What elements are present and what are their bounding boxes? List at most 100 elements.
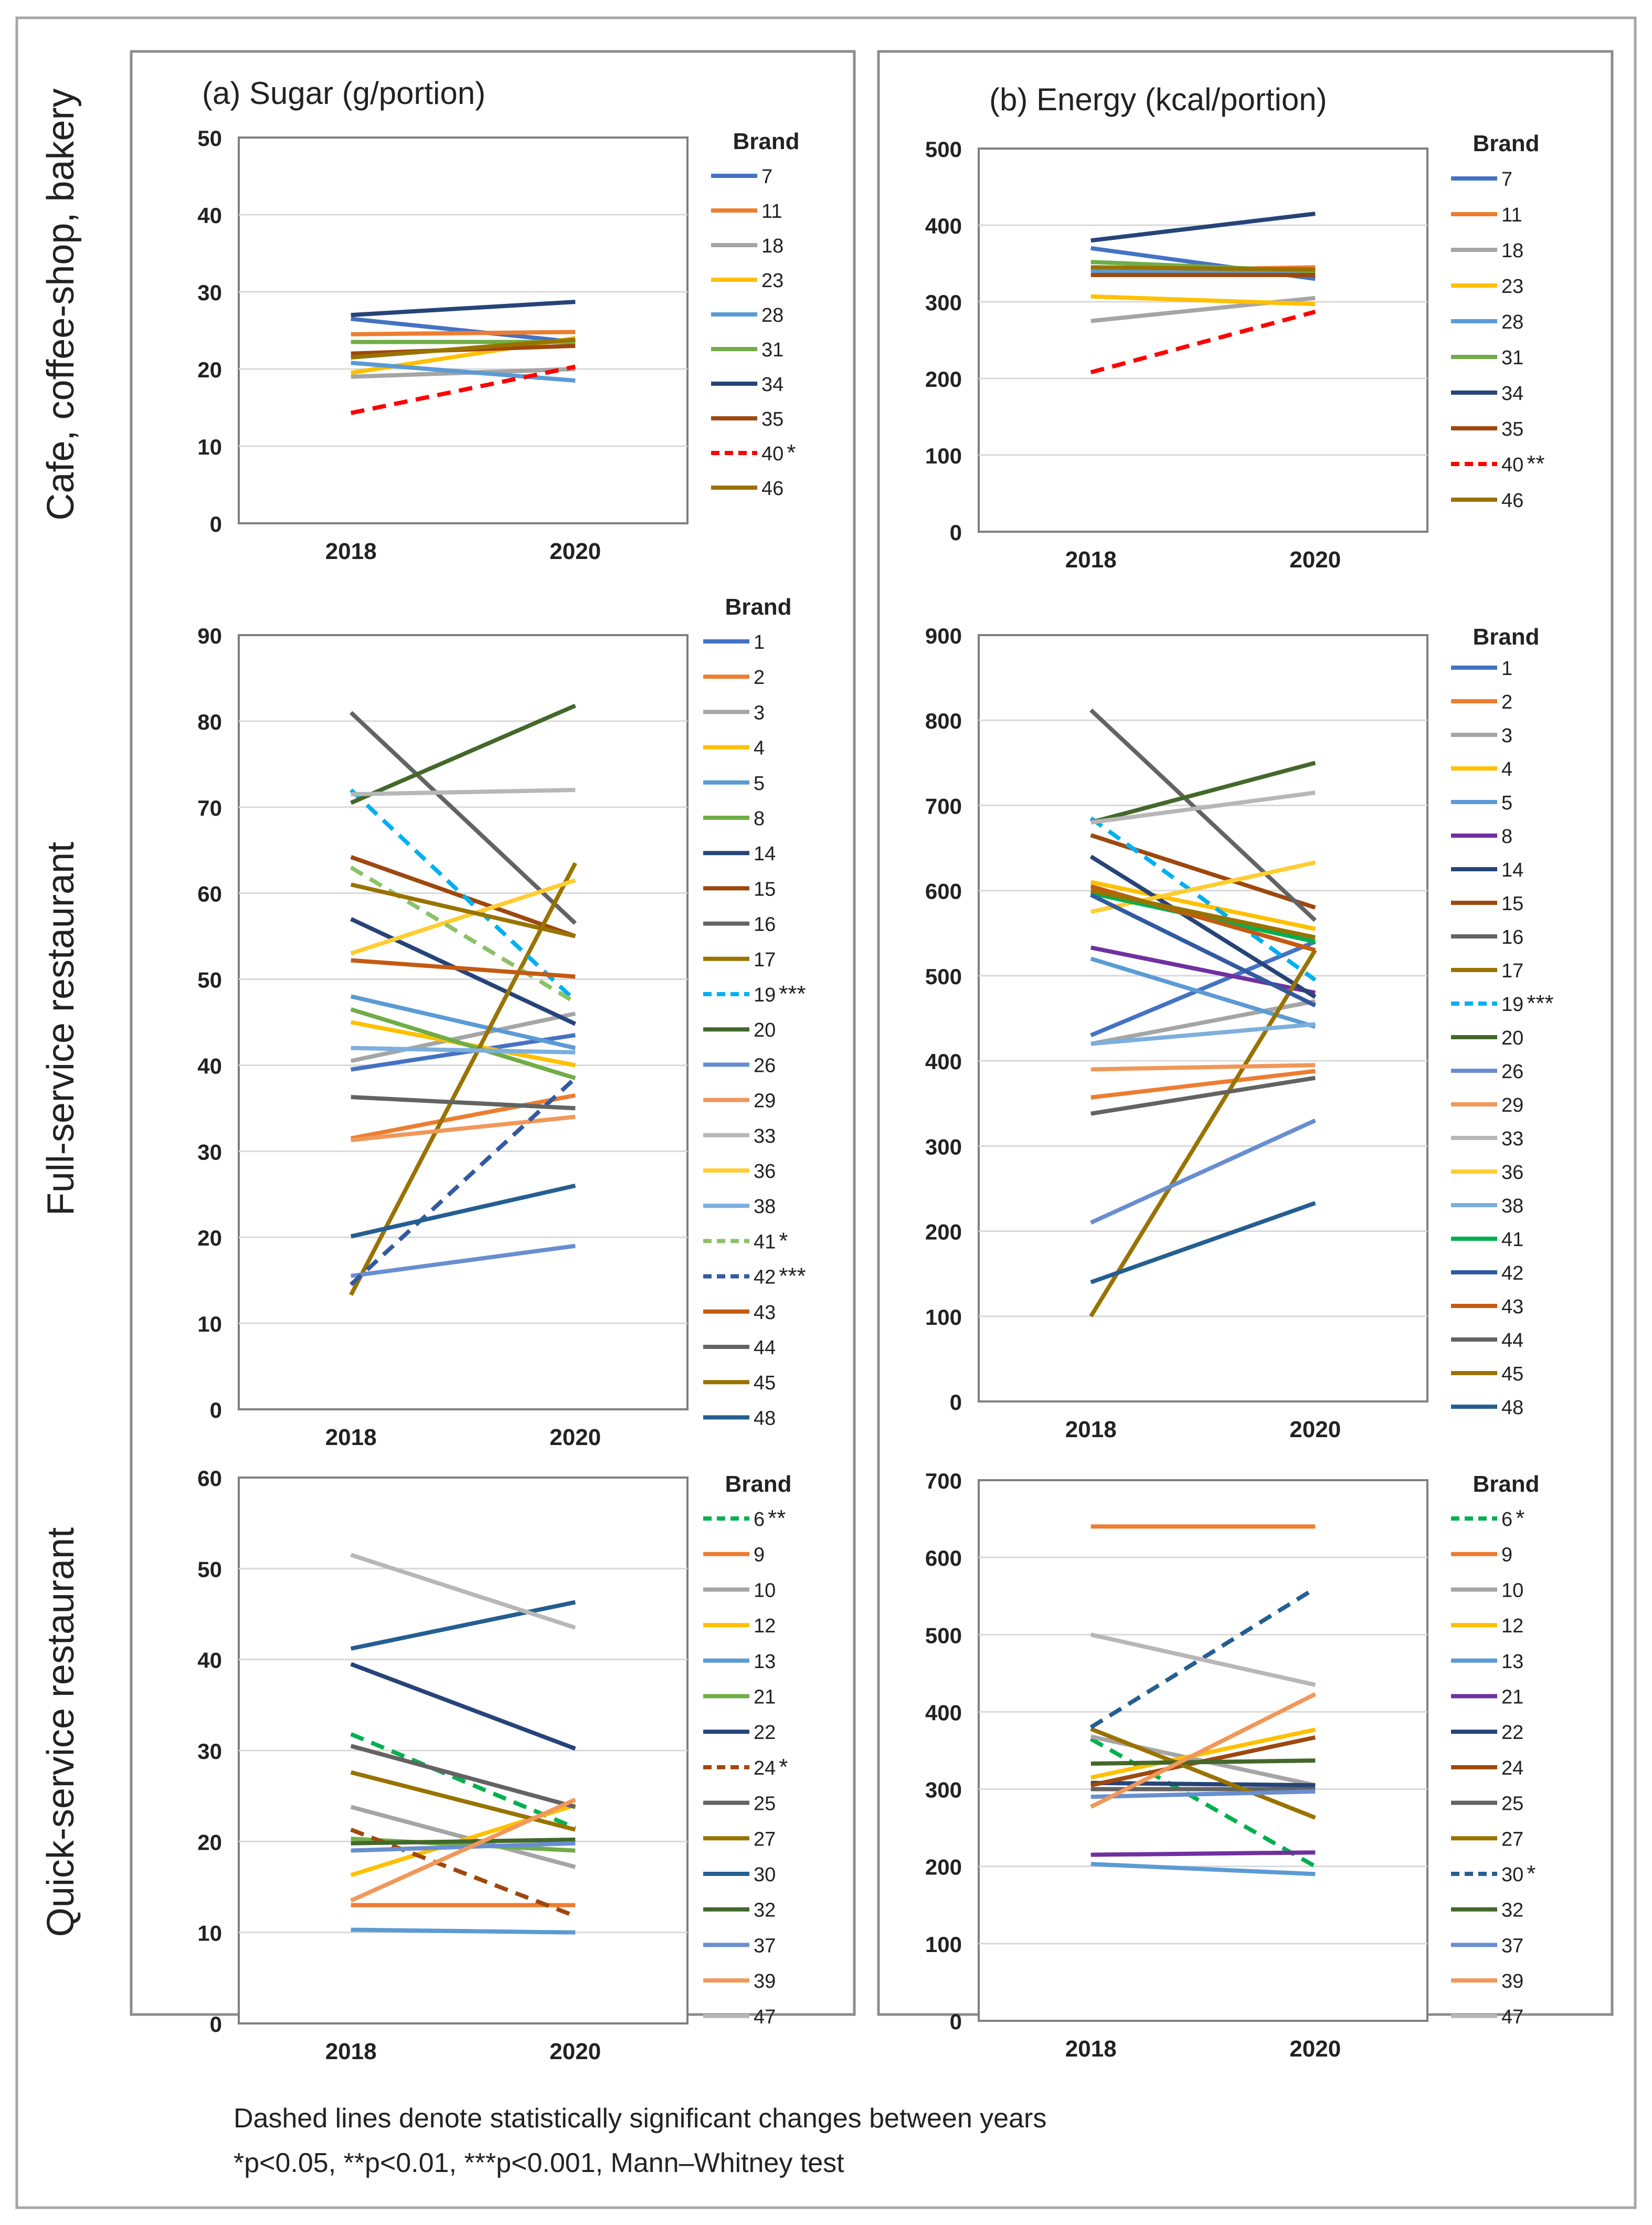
legend-label: 44 [1501, 1330, 1523, 1352]
series-line-brand-3 [350, 1011, 576, 1063]
series-line-brand-48 [350, 1183, 576, 1239]
y-tick-label: 0 [950, 520, 962, 545]
series-line-brand-25 [350, 1744, 576, 1809]
x-tick-label: 2018 [1065, 547, 1117, 573]
x-tick-label: 2018 [325, 1425, 377, 1450]
legend-label: 24 [754, 1757, 776, 1779]
y-tick-label: 50 [197, 968, 222, 993]
series-line-brand-21 [1090, 1850, 1316, 1857]
series-line-brand-34 [351, 300, 576, 318]
legend-label: 4 [1501, 758, 1512, 781]
series-line-brand-11 [351, 330, 576, 336]
legend-label: 24 [1501, 1757, 1523, 1779]
legend: Brand 7 11 18 23 28 31 34 35 40 **46 [1451, 131, 1545, 512]
legend-label: 14 [754, 843, 776, 865]
series-line-brand-29 [351, 1114, 576, 1143]
series-line-brand-4 [1090, 880, 1316, 931]
legend-label: 20 [754, 1019, 776, 1041]
legend-label: 37 [754, 1935, 776, 1957]
significance-marker: * [1527, 1861, 1535, 1886]
y-tick-label: 90 [197, 624, 222, 648]
legend-label: 21 [1501, 1686, 1523, 1709]
series-line-brand-14 [1089, 855, 1317, 999]
legend-label: 39 [754, 1970, 776, 1992]
y-tick-label: 500 [925, 1623, 962, 1648]
series-line-brand-38 [351, 1046, 576, 1054]
series-line-brand-42 [350, 1077, 577, 1287]
legend-label: 17 [754, 949, 776, 971]
legend-label: 42 [754, 1267, 776, 1289]
legend-label: 34 [761, 374, 783, 396]
legend-label: 21 [754, 1686, 776, 1709]
y-tick-label: 80 [197, 710, 222, 734]
series-line-brand-26 [1090, 1119, 1316, 1225]
legend-label: 22 [1501, 1722, 1523, 1744]
significance-marker: ** [1527, 451, 1544, 477]
legend-label: 36 [754, 1161, 776, 1183]
legend-label: 44 [754, 1337, 776, 1359]
legend-label: 35 [761, 408, 783, 430]
legend-label: 25 [1501, 1793, 1523, 1815]
legend-label: 25 [754, 1793, 776, 1815]
legend-label: 19 [1501, 994, 1523, 1016]
series-line-brand-16 [350, 711, 577, 925]
significance-marker: *** [1527, 990, 1553, 1016]
chart-cafe-sugar: 0 10 20 30 40 50 2018 2020 Brand 7 11 18 23 28 31 34 35 4… [197, 126, 799, 564]
legend-label: 31 [1501, 347, 1523, 369]
series-line-brand-44 [351, 1095, 576, 1111]
legend-label: 14 [1501, 859, 1523, 881]
plot-area [978, 634, 1428, 1403]
series-line-brand-36 [350, 878, 576, 956]
series-line-brand-32 [1090, 1758, 1316, 1766]
y-tick-label: 60 [197, 1466, 222, 1491]
legend-title: Brand [1473, 131, 1539, 156]
series-line-brand-14 [350, 917, 576, 1026]
series-line-brand-40 [350, 364, 576, 415]
legend-label: 41 [754, 1231, 776, 1253]
series-line-brand-17 [349, 862, 577, 1296]
series-line-brand-34 [1090, 212, 1316, 243]
legend: Brand 6 **9 10 12 13 21 22 24 *25 27 30 32 37 39 47 [703, 1471, 792, 2028]
series-line-brand-5 [1090, 956, 1316, 1029]
legend-label: 31 [761, 339, 783, 361]
legend-label: 29 [1501, 1094, 1523, 1116]
legend-label: 43 [1501, 1296, 1523, 1318]
series-line-brand-22 [1090, 1780, 1316, 1788]
legend-label: 13 [754, 1651, 776, 1673]
legend-label: 6 [754, 1509, 765, 1531]
series-line-brand-2 [1090, 1069, 1316, 1100]
y-tick-label: 50 [197, 1557, 222, 1581]
legend: Brand 7 11 18 23 28 31 34 35 40 *46 [711, 129, 800, 500]
series-line-brand-47 [1090, 1632, 1316, 1687]
y-tick-label: 300 [925, 1778, 962, 1802]
y-tick-label: 200 [925, 1220, 962, 1245]
legend-label: 18 [761, 235, 783, 257]
series-line-brand-39 [350, 1797, 576, 1903]
significance-marker: *** [779, 981, 806, 1007]
series-line-brand-43 [351, 958, 576, 979]
y-tick-label: 400 [925, 1700, 962, 1725]
y-tick-label: 10 [197, 1312, 222, 1336]
series-line-brand-20 [1090, 761, 1316, 825]
legend-label: 42 [1501, 1262, 1523, 1284]
x-tick-label: 2020 [1289, 2036, 1341, 2062]
legend-label: 46 [1501, 490, 1523, 512]
series-line-brand-28 [351, 361, 576, 383]
y-tick-label: 60 [197, 882, 222, 906]
legend-label: 40 [761, 443, 783, 465]
legend-label: 12 [1501, 1615, 1523, 1637]
legend-label: 30 [754, 1864, 776, 1886]
series-line-brand-27 [350, 1770, 576, 1832]
legend-label: 4 [754, 737, 765, 760]
legend-label: 15 [1501, 893, 1523, 915]
legend-title: Brand [725, 1471, 791, 1497]
legend-label: 16 [754, 914, 776, 936]
legend-label: 36 [1501, 1162, 1523, 1184]
legend-label: 3 [754, 702, 765, 724]
series-line-brand-44 [1090, 1075, 1316, 1116]
